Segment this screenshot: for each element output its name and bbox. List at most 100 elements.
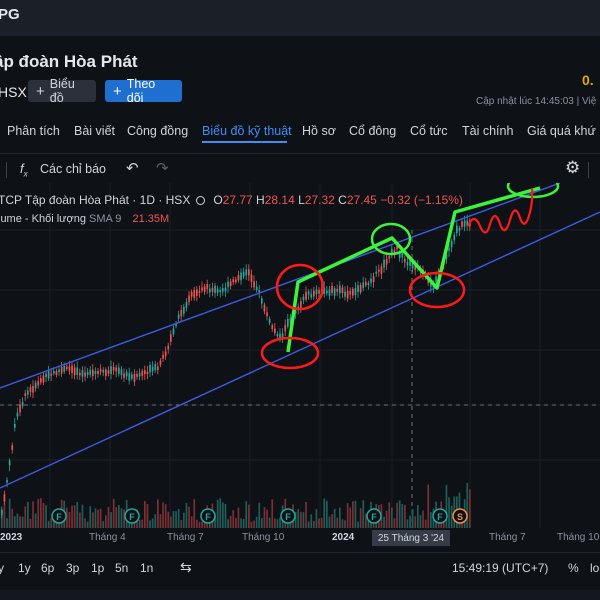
volume-bar xyxy=(404,504,406,528)
volume-bar xyxy=(367,517,370,528)
green-circle-annotation xyxy=(370,222,412,256)
candle-body xyxy=(352,288,354,296)
tab-shareholders[interactable]: Cổ đông xyxy=(349,124,397,138)
candle-body xyxy=(375,271,378,274)
candle-body xyxy=(172,328,175,335)
candle-body xyxy=(398,252,401,258)
date-range-icon[interactable]: ⇆ xyxy=(180,559,192,575)
chart-button[interactable]: + Biểu đồ xyxy=(28,77,96,105)
financial-report-marker xyxy=(280,508,296,524)
redo-icon[interactable]: ↷ xyxy=(156,160,169,177)
symbol-title: TCP Tập đoàn Hòa Phát · 1D · HSX xyxy=(0,193,191,207)
candle-body xyxy=(250,274,253,282)
tab-community[interactable]: Công đồng xyxy=(127,124,189,138)
range-button-5d[interactable]: 5n xyxy=(115,561,129,575)
volume-bar xyxy=(34,513,37,528)
candle-body xyxy=(357,285,359,292)
volume-bar xyxy=(297,509,300,528)
volume-bar xyxy=(248,504,250,528)
range-button-1m[interactable]: 1p xyxy=(91,561,105,575)
volume-bar xyxy=(313,520,315,528)
volume-bar xyxy=(222,502,224,528)
volume-bar xyxy=(89,506,92,528)
range-button-6m[interactable]: 6p xyxy=(41,561,55,575)
range-button-1d[interactable]: 1n xyxy=(140,561,154,575)
range-button[interactable]: y xyxy=(0,561,4,575)
gear-icon[interactable]: ⚙ xyxy=(565,158,581,177)
volume-bar xyxy=(302,512,305,528)
candle-body xyxy=(445,254,448,259)
volume-bar xyxy=(115,507,118,528)
volume-bar xyxy=(315,508,318,528)
top-bar: PG xyxy=(0,0,600,36)
percent-toggle[interactable]: % xyxy=(568,561,579,575)
red-wave-annotation xyxy=(466,187,534,234)
candle-body xyxy=(235,279,237,283)
candle-body xyxy=(289,318,292,323)
tab-analysis[interactable]: Phân tích xyxy=(7,124,60,138)
candle-body xyxy=(209,288,211,293)
candle-body xyxy=(268,318,271,323)
volume-bar xyxy=(120,508,123,528)
volume-bar xyxy=(401,503,404,528)
candle-body xyxy=(346,290,349,299)
volume-bar xyxy=(24,506,27,528)
candle-body xyxy=(84,372,86,377)
range-button-1y[interactable]: 1y xyxy=(18,561,31,575)
volume-bar xyxy=(97,509,99,528)
volume-bar xyxy=(79,512,81,528)
range-button-3m[interactable]: 3p xyxy=(66,561,80,575)
volume-bar xyxy=(66,507,68,528)
tab-dividends[interactable]: Cổ tức xyxy=(410,124,448,138)
candle-body xyxy=(261,298,263,304)
channel-upper-line xyxy=(0,183,561,389)
indicators-icon[interactable]: fx xyxy=(20,161,28,179)
volume-bar xyxy=(414,516,417,528)
candle-body xyxy=(396,246,398,250)
candle-body xyxy=(123,373,125,378)
open-label: O xyxy=(213,193,223,207)
candle-body xyxy=(42,375,45,383)
candle-body xyxy=(27,390,29,395)
indicators-button[interactable]: Các chỉ báo xyxy=(40,162,107,176)
volume-bar xyxy=(159,514,162,528)
candle-body xyxy=(378,269,380,272)
volume-bar xyxy=(133,520,136,528)
candle-body xyxy=(1,509,3,515)
candle-body xyxy=(149,365,151,373)
high-label: H xyxy=(256,193,265,207)
undo-icon[interactable]: ↶ xyxy=(126,160,139,177)
volume-bar xyxy=(37,499,40,528)
candle-body xyxy=(271,325,274,329)
candle-body xyxy=(66,366,68,370)
volume-bar xyxy=(94,508,97,528)
tab-technical-chart[interactable]: Biểu đồ kỹ thuật xyxy=(202,124,292,138)
tab-historical-price[interactable]: Giá quá khứ xyxy=(527,124,596,138)
red-circle-annotation xyxy=(275,263,325,311)
tab-articles[interactable]: Bài viết xyxy=(74,124,115,138)
volume-bar xyxy=(310,514,313,528)
candle-body xyxy=(185,301,188,308)
candle-body xyxy=(391,248,393,256)
follow-button[interactable]: + Theo dõi xyxy=(105,77,182,105)
financial-report-marker-label: F xyxy=(205,512,211,522)
candle-body xyxy=(112,367,115,371)
candle-body xyxy=(14,423,16,428)
tab-financials[interactable]: Tài chính xyxy=(462,124,514,138)
range-bar: y 1y 6p 3p 1p 5n 1n ⇆ 15:49:19 (UTC+7) %… xyxy=(0,552,600,583)
candle-body xyxy=(131,374,133,379)
volume-bar xyxy=(396,502,398,528)
candle-body xyxy=(198,290,201,294)
tab-profile[interactable]: Hồ sơ xyxy=(302,124,336,138)
candle-body xyxy=(328,289,331,296)
log-toggle[interactable]: lo xyxy=(590,561,600,575)
candle-body xyxy=(339,285,341,294)
volume-bar xyxy=(201,521,203,528)
visibility-icon[interactable] xyxy=(196,196,206,205)
volume-bar xyxy=(445,484,448,528)
axis-label: Tháng 7 xyxy=(167,532,204,543)
candle-body xyxy=(385,258,388,265)
volume-bar xyxy=(84,518,86,528)
ohlc-legend: TCP Tập đoàn Hòa Phát · 1D · HSX O27.77 H… xyxy=(0,193,463,207)
